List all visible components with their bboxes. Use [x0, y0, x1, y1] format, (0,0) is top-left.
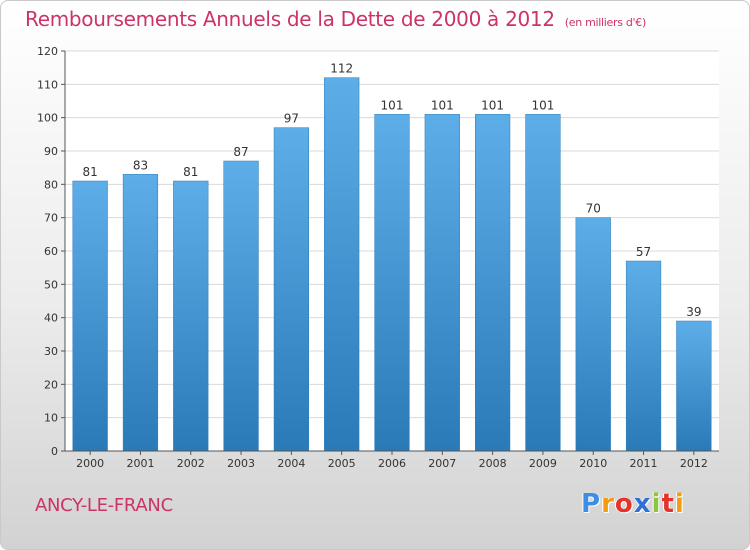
y-tick-label: 40 [44, 312, 58, 325]
x-tick-label: 2011 [630, 457, 658, 470]
bar-2002 [173, 180, 209, 452]
value-label-2004: 97 [284, 112, 299, 126]
logo-letter: P [581, 489, 602, 519]
y-tick-label: 120 [37, 45, 58, 58]
x-tick-label: 2012 [680, 457, 708, 470]
x-tick-label: 2010 [579, 457, 607, 470]
proxiti-logo: Proxiti [581, 489, 685, 519]
bar-2006 [374, 114, 410, 452]
value-label-2012: 39 [686, 305, 701, 319]
bar-2004 [273, 127, 309, 452]
x-tick-label: 2001 [126, 457, 154, 470]
x-tick-label: 2004 [277, 457, 305, 470]
logo-letter: r [601, 489, 615, 519]
bar-2009 [525, 114, 561, 452]
y-tick-label: 70 [44, 212, 58, 225]
logo-letter: x [633, 489, 652, 519]
y-tick-label: 100 [37, 112, 58, 125]
logo-letter: o [614, 489, 634, 519]
bar-2007 [424, 114, 460, 452]
value-label-2005: 112 [330, 62, 353, 76]
value-label-2006: 101 [381, 98, 404, 112]
chart-title: Remboursements Annuels de la Dette de 20… [25, 7, 646, 31]
value-label-2010: 70 [586, 202, 601, 216]
y-tick-label: 0 [51, 445, 58, 458]
chart-title-text: Remboursements Annuels de la Dette de 20… [25, 7, 555, 31]
x-tick-label: 2008 [479, 457, 507, 470]
value-label-2011: 57 [636, 245, 651, 259]
value-label-2003: 87 [233, 145, 248, 159]
value-label-2008: 101 [481, 98, 504, 112]
value-label-2001: 83 [133, 158, 148, 172]
logo-letter: i [674, 489, 685, 519]
value-label-2009: 101 [531, 98, 554, 112]
bar-2010 [575, 217, 611, 452]
bar-2011 [625, 260, 662, 452]
x-tick-label: 2007 [428, 457, 456, 470]
logo-letter: t [661, 489, 675, 519]
logo-letter: i [651, 489, 662, 519]
value-label-2007: 101 [431, 98, 454, 112]
x-tick-label: 2009 [529, 457, 557, 470]
y-tick-label: 110 [37, 78, 58, 91]
x-tick-label: 2003 [227, 457, 255, 470]
bar-2012 [676, 320, 712, 452]
y-tick-label: 10 [44, 412, 58, 425]
bar-2005 [324, 77, 360, 452]
x-tick-label: 2000 [76, 457, 104, 470]
unit-label: (en milliers d'€) [564, 16, 646, 29]
x-tick-label: 2005 [328, 457, 356, 470]
city-name: ANCY-LE-FRANC [35, 495, 173, 516]
y-tick-label: 60 [44, 245, 58, 258]
x-tick-label: 2006 [378, 457, 406, 470]
value-label-2002: 81 [183, 165, 198, 179]
y-tick-label: 30 [44, 345, 58, 358]
x-tick-label: 2002 [177, 457, 205, 470]
y-tick-label: 20 [44, 378, 58, 391]
y-tick-label: 50 [44, 278, 58, 291]
y-tick-label: 90 [44, 145, 58, 158]
bar-2001 [122, 174, 159, 452]
bar-2000 [72, 180, 108, 452]
bar-2003 [223, 160, 259, 452]
y-tick-label: 80 [44, 178, 58, 191]
value-label-2000: 81 [83, 165, 98, 179]
bar-2008 [475, 114, 511, 452]
